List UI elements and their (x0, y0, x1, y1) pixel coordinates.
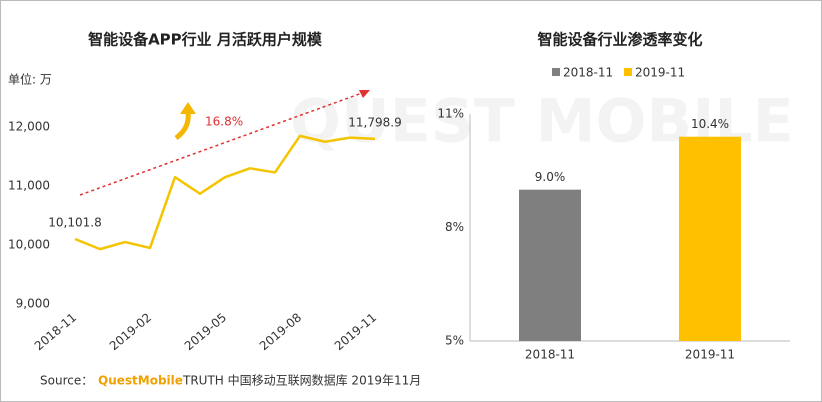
legend-label: 2018-11 (563, 66, 613, 80)
legend-swatch (552, 68, 560, 76)
trend-arrow (79, 92, 363, 196)
growth-arrow (174, 111, 191, 141)
y-tick-label: 9,000 (16, 297, 50, 311)
source-text: TRUTH 中国移动互联网数据库 2019年11月 (182, 373, 421, 388)
y-tick-label: 11% (437, 107, 464, 121)
source-brand: QuestMobile (98, 374, 183, 388)
legend-swatch (624, 68, 632, 76)
legend-label: 2019-11 (635, 66, 685, 80)
x-tick-label: 2019-11 (685, 348, 735, 362)
y-tick-label: 8% (445, 220, 464, 234)
data-label: 10,101.8 (48, 215, 101, 229)
chart-title: 智能设备行业渗透率变化 (537, 31, 702, 49)
bar (519, 189, 581, 341)
data-label: 11,798.9 (348, 115, 401, 129)
y-tick-label: 12,000 (8, 120, 50, 134)
data-label: 9.0% (535, 170, 566, 184)
line (74, 134, 376, 251)
y-tick-label: 10,000 (8, 238, 50, 252)
chart-title: 智能设备APP行业 月活跃用户规模 (88, 31, 323, 49)
x-tick-label: 2018-11 (525, 348, 575, 362)
annotation: 16.8% (205, 115, 243, 129)
unit-label: 单位: 万 (8, 72, 52, 87)
y-tick-label: 11,000 (8, 179, 50, 193)
source-label: Source： (40, 374, 93, 388)
y-tick-label: 5% (445, 334, 464, 348)
growth-arrow-head (180, 102, 196, 114)
arrow-head (359, 90, 370, 98)
data-label: 10.4% (691, 117, 729, 131)
bar (679, 136, 741, 341)
